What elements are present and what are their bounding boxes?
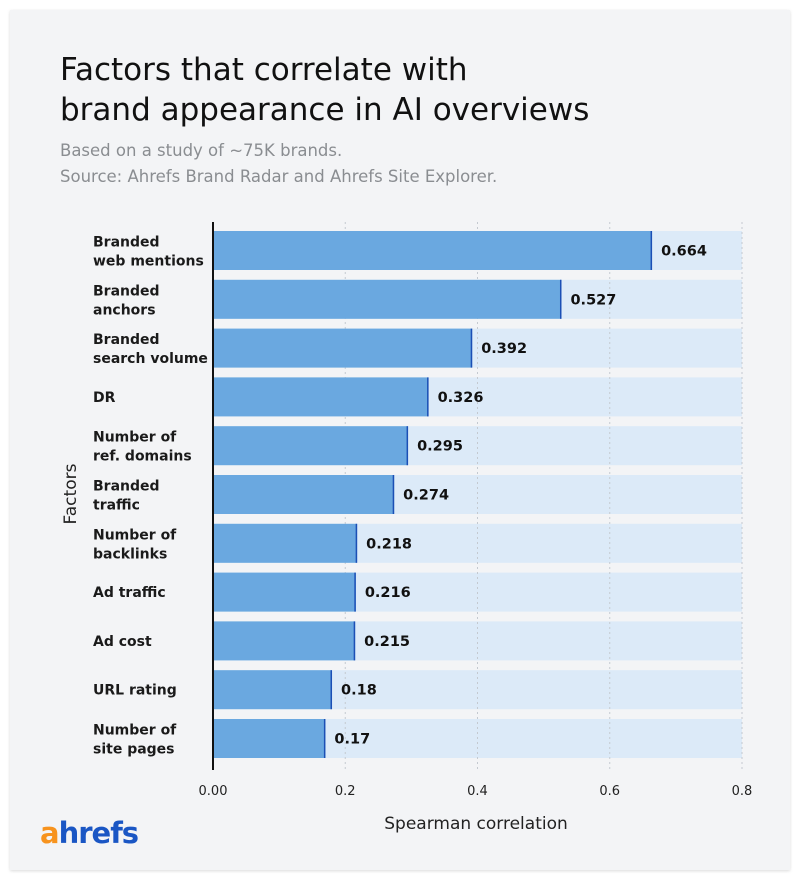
x-tick-label: 0.2 (335, 784, 356, 799)
bar (213, 377, 429, 417)
data-label: 0.17 (334, 732, 370, 748)
y-axis-label: Factors (61, 463, 81, 524)
data-label: 0.216 (365, 585, 411, 601)
data-label: 0.18 (341, 683, 377, 699)
category-label: Branded anchors (93, 283, 160, 318)
bar (213, 475, 395, 514)
title-line-1: Factors that correlate with (60, 52, 468, 88)
x-tick-label: 0.8 (732, 784, 753, 799)
data-label: 0.664 (661, 244, 707, 260)
bar (213, 621, 356, 661)
data-label: 0.326 (438, 390, 484, 406)
category-label: Branded web mentions (93, 235, 204, 270)
bar (213, 719, 326, 758)
category-label: Number of site pages (93, 723, 177, 758)
category-label: Number of backlinks (93, 527, 177, 562)
bar (213, 572, 356, 612)
bar (213, 426, 409, 466)
data-label: 0.215 (364, 634, 410, 650)
subtitle-source: Source: Ahrefs Brand Radar and Ahrefs Si… (60, 167, 498, 186)
title-line-2: brand appearance in AI overviews (60, 92, 590, 128)
category-label: Branded traffic (93, 479, 160, 514)
data-label: 0.218 (366, 536, 412, 552)
ahrefs-logo: ahrefs (40, 816, 139, 850)
bar (213, 328, 473, 368)
bar (213, 231, 653, 270)
subtitle-study: Based on a study of ~75K brands. (60, 141, 343, 160)
data-label: 0.274 (403, 488, 449, 504)
bar (213, 670, 333, 710)
category-label: Number of ref. domains (93, 430, 192, 465)
category-label: Ad traffic (93, 585, 166, 601)
x-tick-label: 0.6 (599, 784, 620, 799)
x-tick-label: 0.4 (467, 784, 488, 799)
data-label: 0.527 (570, 292, 616, 308)
category-label: Ad cost (93, 634, 152, 650)
data-label: 0.392 (481, 341, 527, 357)
category-label: DR (93, 390, 116, 406)
chart-title: Factors that correlate with brand appear… (60, 50, 589, 130)
category-label: URL rating (93, 683, 177, 699)
bar (213, 279, 562, 319)
x-axis-label: Spearman correlation (384, 814, 568, 834)
category-label: Branded search volume (93, 332, 208, 367)
x-tick-label: 0.00 (199, 784, 228, 799)
bar (213, 523, 358, 563)
data-label: 0.295 (417, 439, 463, 455)
